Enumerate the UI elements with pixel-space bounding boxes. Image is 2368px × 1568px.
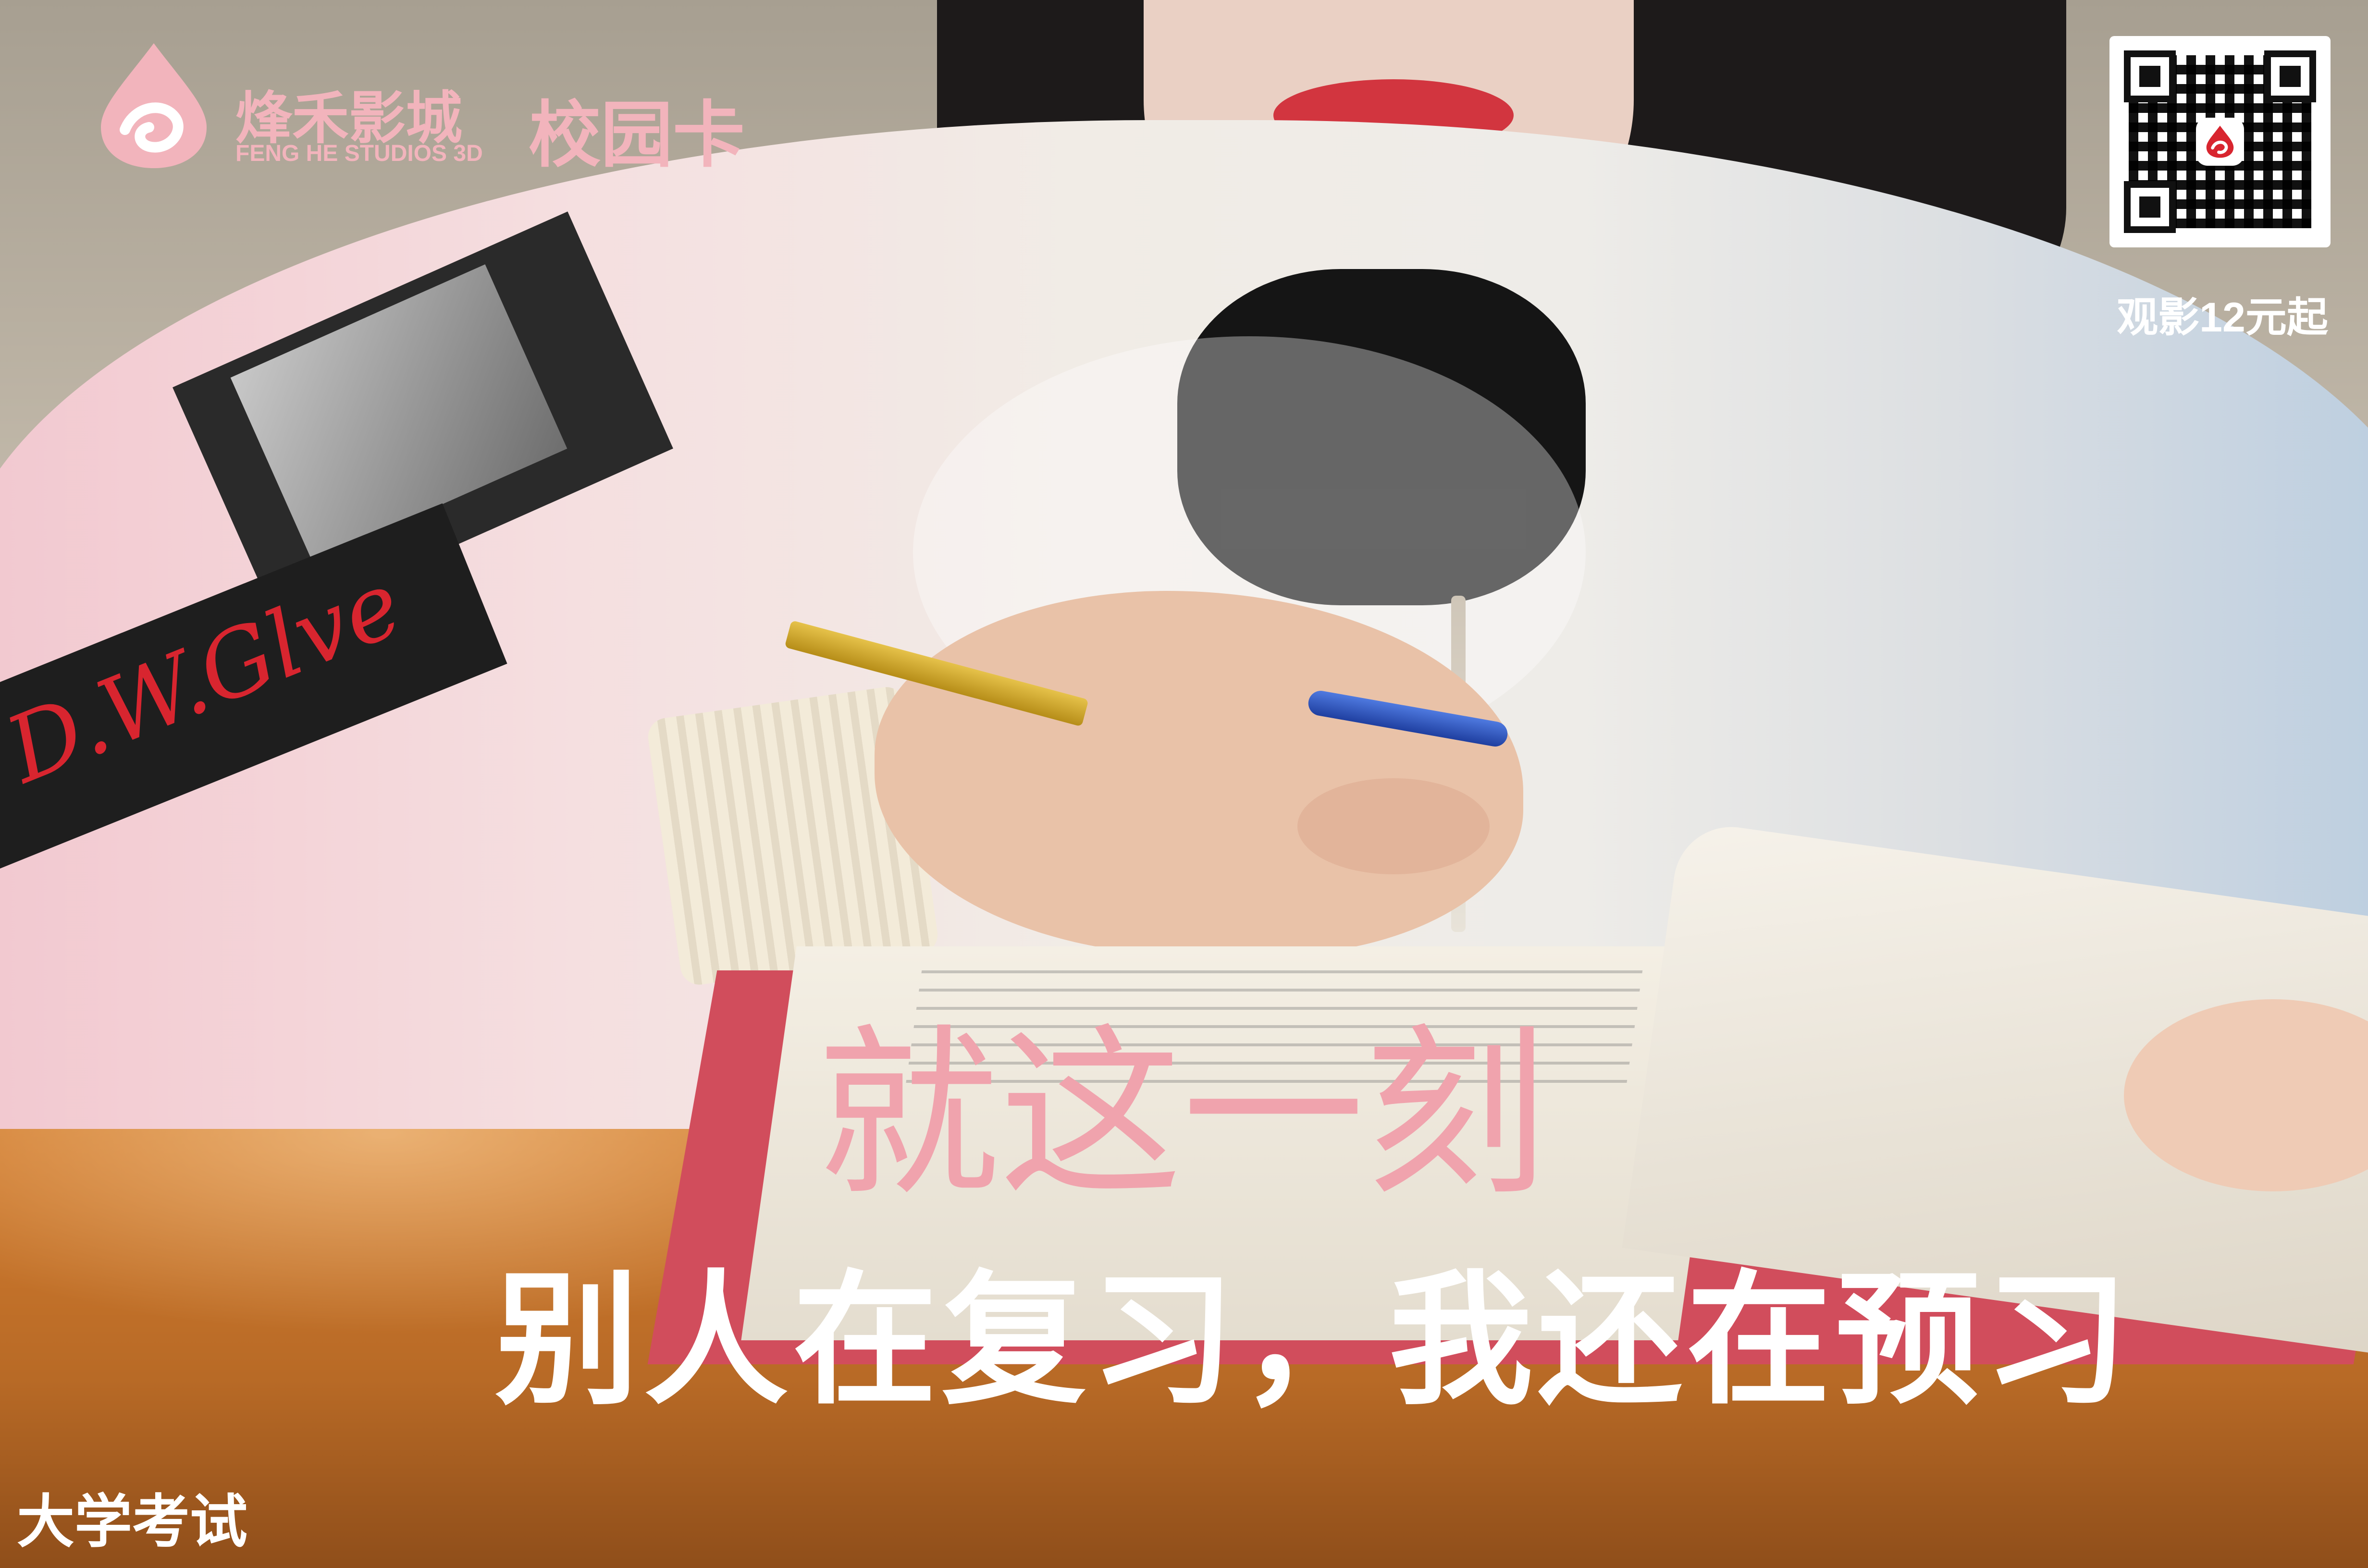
qr-logo — [2196, 118, 2244, 166]
writing-hand — [875, 591, 1523, 956]
category-label: 大学考试 — [17, 1490, 247, 1554]
left-hand — [2124, 999, 2368, 1191]
finger — [1297, 778, 1490, 874]
brand-name-english: FENG HE STUDIOS 3D — [235, 141, 483, 166]
headline: 就这一刻 — [817, 1008, 1547, 1221]
brand-name: 烽禾影城 — [235, 87, 463, 150]
qr-finder-bottom-left — [2124, 181, 2176, 233]
qr-code[interactable] — [2109, 36, 2331, 247]
subheadline: 别人在复习，我还在预习 — [495, 1260, 2134, 1421]
fenghe-mini-logo-icon — [2206, 125, 2234, 158]
fenghe-logo-icon — [101, 43, 207, 168]
price-caption: 观影12元起 — [2117, 294, 2328, 341]
campus-card-label: 校园卡 — [529, 95, 745, 175]
black-collar — [1177, 269, 1586, 605]
qr-finder-top-left — [2124, 50, 2176, 102]
qr-finder-top-right — [2264, 50, 2316, 102]
